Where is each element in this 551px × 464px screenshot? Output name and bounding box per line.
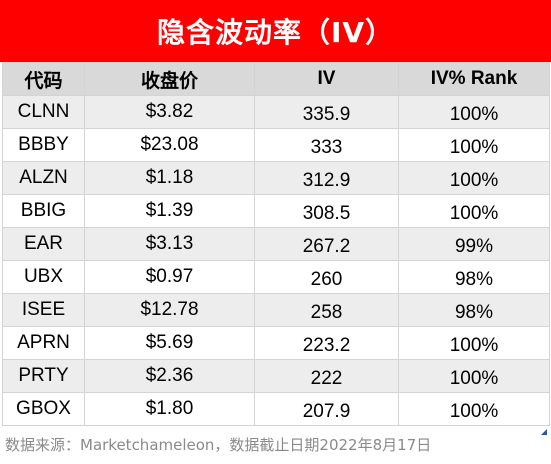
cell-iv: 258 [254, 293, 399, 327]
cell-ticker: EAR [2, 227, 85, 261]
table-title: 隐含波动率（IV） [0, 0, 551, 62]
table-row: CLNN $3.82 335.9 100% [2, 95, 550, 129]
cell-rank: 98% [398, 293, 550, 327]
cell-ticker: CLNN [2, 95, 85, 129]
header-row: 代码 收盘价 IV IV% Rank [2, 62, 550, 96]
cell-ticker: ISEE [2, 293, 85, 327]
iv-value: 267.2 [302, 236, 351, 257]
iv-value: 333 [310, 137, 343, 158]
header-ticker: 代码 [2, 62, 85, 96]
rank-value: 98% [454, 269, 494, 290]
table-row: BBIG $1.39 308.5 100% [2, 194, 550, 228]
iv-value: 312.9 [302, 170, 351, 191]
rank-value: 100% [449, 104, 499, 125]
cell-price: $1.18 [84, 161, 255, 195]
cell-price: $0.97 [84, 260, 255, 294]
cell-rank: 100% [398, 161, 550, 195]
table-row: PRTY $2.36 222 100% [2, 359, 550, 393]
cell-iv: 223.2 [254, 326, 399, 360]
cell-price: $3.13 [84, 227, 255, 261]
cell-iv: 308.5 [254, 194, 399, 228]
cell-ticker: UBX [2, 260, 85, 294]
iv-value: 258 [310, 302, 343, 323]
rank-value: 98% [454, 302, 494, 323]
rank-value: 100% [449, 368, 499, 389]
cell-rank: 100% [398, 359, 550, 393]
table-row: GBOX $1.80 207.9 100% [2, 392, 550, 426]
cell-price: $5.69 [84, 326, 255, 360]
iv-value: 260 [310, 269, 343, 290]
iv-value: 223.2 [302, 335, 351, 356]
cell-price: $2.36 [84, 359, 255, 393]
table-row: EAR $3.13 267.2 99% [2, 227, 550, 261]
cell-rank: 98% [398, 260, 550, 294]
iv-value: 207.9 [302, 401, 351, 422]
table-row: UBX $0.97 260 98% [2, 260, 550, 294]
cell-rank: 100% [398, 95, 550, 129]
cell-rank: 100% [398, 392, 550, 426]
rank-value: 100% [449, 203, 499, 224]
cell-iv: 260 [254, 260, 399, 294]
cell-price: $12.78 [84, 293, 255, 327]
cell-price: $1.39 [84, 194, 255, 228]
cell-rank: 99% [398, 227, 550, 261]
cell-price: $3.82 [84, 95, 255, 129]
cell-iv: 312.9 [254, 161, 399, 195]
cell-rank: 100% [398, 128, 550, 162]
header-price: 收盘价 [84, 62, 255, 96]
rank-value: 100% [449, 170, 499, 191]
cell-iv: 333 [254, 128, 399, 162]
resize-corner-icon [541, 429, 547, 435]
cell-price: $23.08 [84, 128, 255, 162]
rank-value: 100% [449, 335, 499, 356]
table-row: ALZN $1.18 312.9 100% [2, 161, 550, 195]
cell-ticker: ALZN [2, 161, 85, 195]
cell-rank: 100% [398, 326, 550, 360]
header-iv: IV [254, 62, 399, 96]
iv-table: 代码 收盘价 IV IV% Rank CLNN $3.82 335.9 100%… [2, 62, 550, 426]
iv-value: 308.5 [302, 203, 351, 224]
cell-rank: 100% [398, 194, 550, 228]
table-row: APRN $5.69 223.2 100% [2, 326, 550, 360]
table-row: ISEE $12.78 258 98% [2, 293, 550, 327]
rank-value: 100% [449, 401, 499, 422]
cell-iv: 335.9 [254, 95, 399, 129]
cell-ticker: BBIG [2, 194, 85, 228]
header-rank: IV% Rank [398, 62, 550, 96]
cell-ticker: BBBY [2, 128, 85, 162]
cell-price: $1.80 [84, 392, 255, 426]
cell-ticker: APRN [2, 326, 85, 360]
cell-iv: 222 [254, 359, 399, 393]
cell-ticker: GBOX [2, 392, 85, 426]
rank-value: 100% [449, 137, 499, 158]
iv-value: 222 [310, 368, 343, 389]
iv-value: 335.9 [302, 104, 351, 125]
cell-iv: 207.9 [254, 392, 399, 426]
cell-iv: 267.2 [254, 227, 399, 261]
cell-ticker: PRTY [2, 359, 85, 393]
table-row: BBBY $23.08 333 100% [2, 128, 550, 162]
rank-value: 99% [454, 236, 494, 257]
source-note: 数据来源：Marketchameleon，数据截止日期2022年8月17日 [5, 436, 432, 454]
